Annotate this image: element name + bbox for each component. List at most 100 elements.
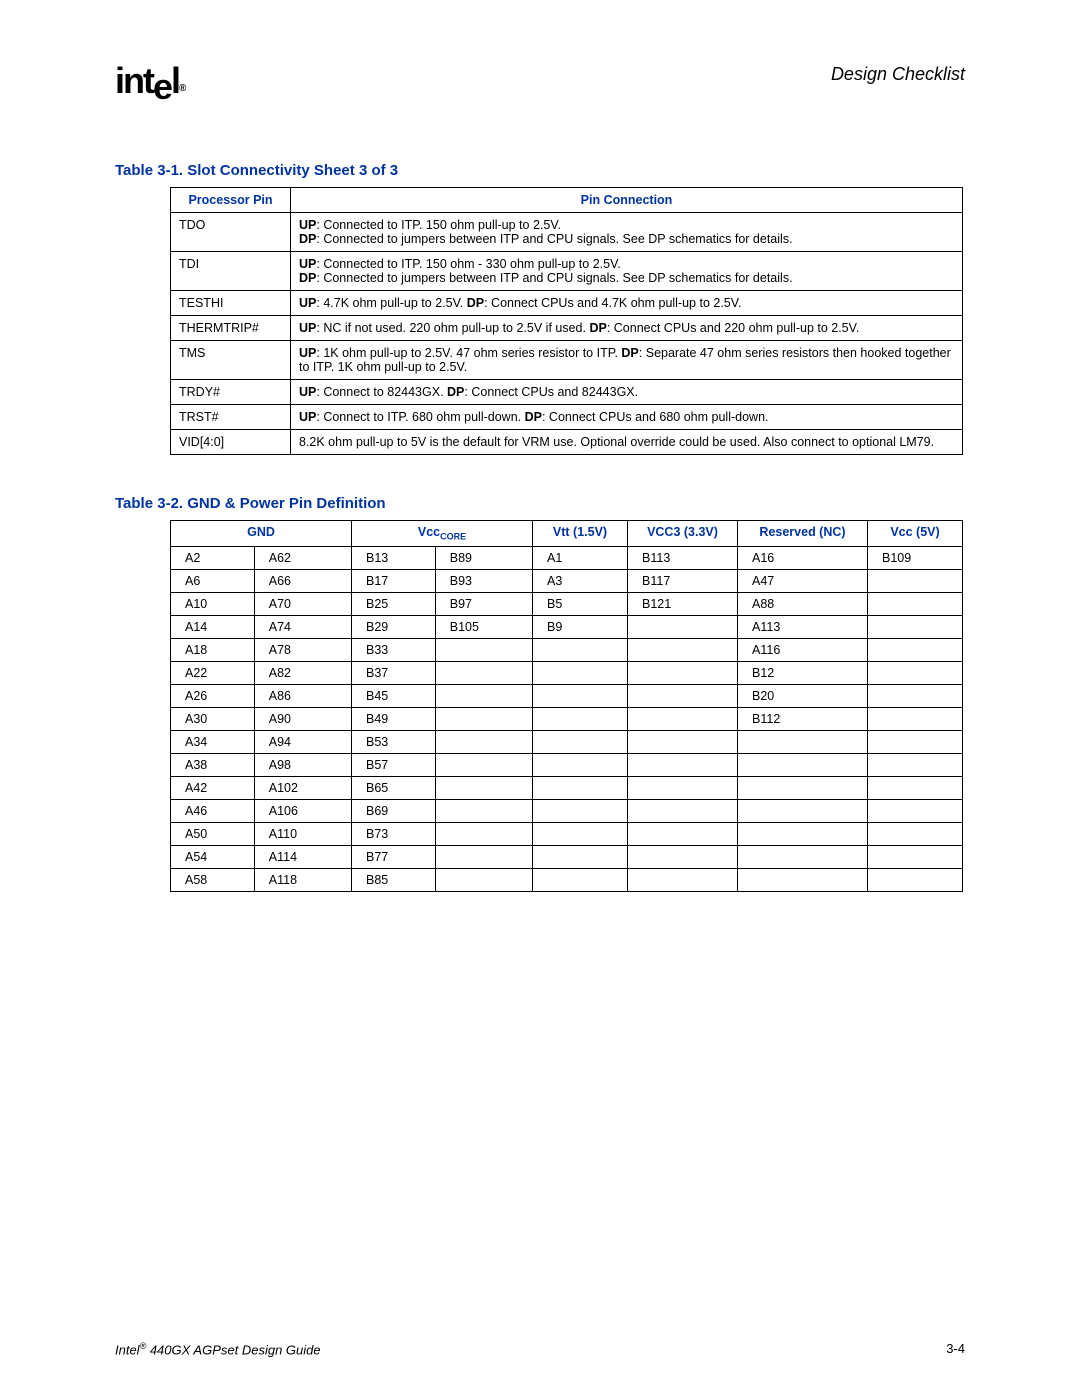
footer-doc-title: Intel® 440GX AGPset Design Guide <box>115 1341 321 1357</box>
pin-cell <box>868 661 963 684</box>
pin-cell: B49 <box>351 707 435 730</box>
pin-cell: B20 <box>738 684 868 707</box>
table-row: A58A118B85 <box>171 868 963 891</box>
table2-caption: Table 3-2. GND & Power Pin Definition <box>115 495 965 512</box>
pin-cell <box>628 822 738 845</box>
pin-cell <box>533 661 628 684</box>
col-processor-pin: Processor Pin <box>171 188 291 213</box>
pin-cell <box>868 799 963 822</box>
pin-cell: B89 <box>435 546 532 569</box>
pin-cell: B121 <box>628 592 738 615</box>
pin-cell: A47 <box>738 569 868 592</box>
col-reserved: Reserved (NC) <box>738 521 868 547</box>
pin-cell: A86 <box>254 684 351 707</box>
pin-cell: B12 <box>738 661 868 684</box>
pin-cell <box>435 707 532 730</box>
pin-cell: A26 <box>171 684 255 707</box>
pin-cell <box>628 730 738 753</box>
pin-cell <box>533 799 628 822</box>
pin-cell: B57 <box>351 753 435 776</box>
pin-cell: A42 <box>171 776 255 799</box>
pin-cell <box>868 868 963 891</box>
table-row: TMSUP: 1K ohm pull-up to 2.5V. 47 ohm se… <box>171 341 963 380</box>
pin-cell: A2 <box>171 546 255 569</box>
pin-cell: A34 <box>171 730 255 753</box>
pin-cell: B97 <box>435 592 532 615</box>
pin-cell <box>738 730 868 753</box>
pin-cell: B85 <box>351 868 435 891</box>
pin-cell: A114 <box>254 845 351 868</box>
table-row: TDOUP: Connected to ITP. 150 ohm pull-up… <box>171 213 963 252</box>
pin-cell <box>435 661 532 684</box>
table-row: A54A114B77 <box>171 845 963 868</box>
pin-cell: A70 <box>254 592 351 615</box>
pin-cell <box>868 822 963 845</box>
pin-cell: B112 <box>738 707 868 730</box>
pin-cell <box>868 592 963 615</box>
pin-cell: B77 <box>351 845 435 868</box>
pin-cell <box>738 845 868 868</box>
pin-cell: A88 <box>738 592 868 615</box>
pin-cell: A22 <box>171 661 255 684</box>
pin-cell: TDI <box>171 252 291 291</box>
pin-cell: A98 <box>254 753 351 776</box>
connection-cell: 8.2K ohm pull-up to 5V is the default fo… <box>291 430 963 455</box>
pin-cell: B45 <box>351 684 435 707</box>
col-vcc5: Vcc (5V) <box>868 521 963 547</box>
pin-cell: TMS <box>171 341 291 380</box>
pin-cell: A66 <box>254 569 351 592</box>
pin-cell <box>533 638 628 661</box>
pin-cell: B93 <box>435 569 532 592</box>
pin-cell <box>868 776 963 799</box>
pin-cell <box>533 753 628 776</box>
table-row: A10A70B25B97B5B121A88 <box>171 592 963 615</box>
table-row: A42A102B65 <box>171 776 963 799</box>
pin-cell: TRST# <box>171 405 291 430</box>
pin-cell <box>738 776 868 799</box>
pin-cell: A50 <box>171 822 255 845</box>
pin-cell: A78 <box>254 638 351 661</box>
pin-cell <box>435 776 532 799</box>
pin-cell <box>435 845 532 868</box>
connection-cell: UP: Connect to ITP. 680 ohm pull-down. D… <box>291 405 963 430</box>
table-row: A22A82B37B12 <box>171 661 963 684</box>
section-title: Design Checklist <box>831 64 965 85</box>
pin-cell <box>628 753 738 776</box>
pin-cell <box>628 845 738 868</box>
table-row: A34A94B53 <box>171 730 963 753</box>
pin-cell <box>868 753 963 776</box>
connection-cell: UP: Connected to ITP. 150 ohm - 330 ohm … <box>291 252 963 291</box>
pin-cell: A3 <box>533 569 628 592</box>
pin-cell <box>435 684 532 707</box>
pin-cell: A54 <box>171 845 255 868</box>
col-vcccore: VccCORE <box>351 521 532 547</box>
table-row: TRDY#UP: Connect to 82443GX. DP: Connect… <box>171 380 963 405</box>
pin-cell: B73 <box>351 822 435 845</box>
pin-cell: THERMTRIP# <box>171 316 291 341</box>
pin-cell <box>435 822 532 845</box>
pin-cell: B37 <box>351 661 435 684</box>
gnd-power-table: GND VccCORE Vtt (1.5V) VCC3 (3.3V) Reser… <box>170 520 963 892</box>
col-pin-connection: Pin Connection <box>291 188 963 213</box>
pin-cell <box>628 868 738 891</box>
table1-caption: Table 3-1. Slot Connectivity Sheet 3 of … <box>115 162 965 179</box>
connection-cell: UP: 4.7K ohm pull-up to 2.5V. DP: Connec… <box>291 291 963 316</box>
connection-cell: UP: 1K ohm pull-up to 2.5V. 47 ohm serie… <box>291 341 963 380</box>
pin-cell: B65 <box>351 776 435 799</box>
pin-cell: B13 <box>351 546 435 569</box>
pin-cell <box>533 776 628 799</box>
intel-logo: intel® <box>115 60 184 102</box>
pin-cell: A14 <box>171 615 255 638</box>
pin-cell: B5 <box>533 592 628 615</box>
pin-cell <box>738 868 868 891</box>
pin-cell: B17 <box>351 569 435 592</box>
pin-cell <box>628 615 738 638</box>
pin-cell <box>868 684 963 707</box>
pin-cell <box>868 615 963 638</box>
pin-cell <box>533 845 628 868</box>
pin-cell: A74 <box>254 615 351 638</box>
pin-cell <box>628 684 738 707</box>
table-row: A46A106B69 <box>171 799 963 822</box>
pin-cell <box>628 707 738 730</box>
pin-cell: A106 <box>254 799 351 822</box>
